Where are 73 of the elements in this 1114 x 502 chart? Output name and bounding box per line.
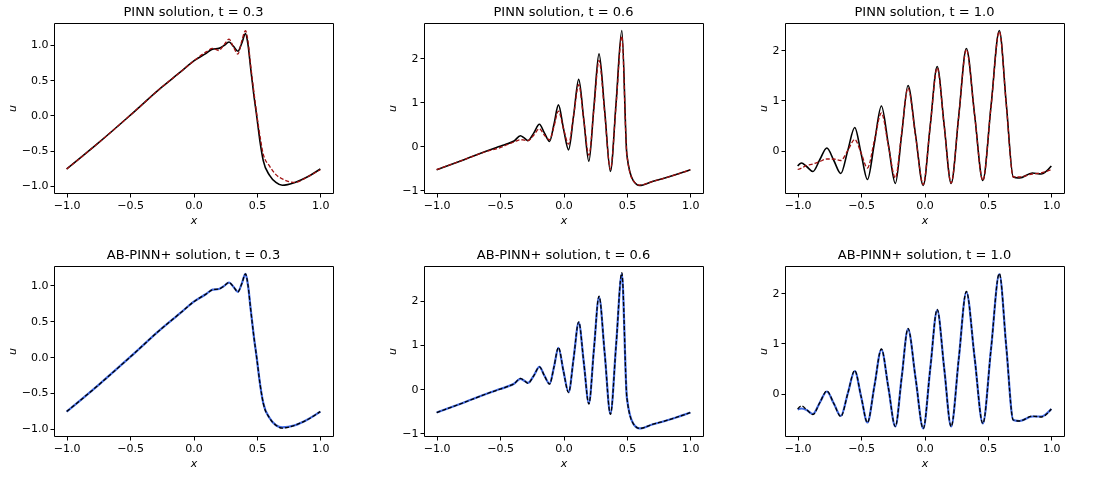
x-axis-title: x <box>920 213 929 227</box>
y-tick-label: −1.0 <box>21 422 49 436</box>
x-tick-label: 0.5 <box>248 441 267 455</box>
chart-title: PINN solution, t = 0.6 <box>493 4 634 19</box>
y-tick-label: 0 <box>772 387 780 400</box>
y-tick-label: 1 <box>411 95 419 109</box>
x-tick-label: 0.5 <box>248 198 267 212</box>
y-tick-label: 1.0 <box>31 38 49 52</box>
x-tick-label: −1.0 <box>423 198 451 212</box>
x-tick-label: −0.5 <box>848 441 875 455</box>
y-tick-label: 1 <box>772 94 780 107</box>
y-axis-title: u <box>386 104 400 112</box>
x-tick-label: 0.0 <box>555 198 573 212</box>
x-tick-label: −1.0 <box>423 441 451 455</box>
x-axis-title: x <box>559 213 568 227</box>
x-tick-label: 0.0 <box>185 198 203 212</box>
chart-title: AB-PINN+ solution, t = 1.0 <box>837 247 1012 262</box>
x-tick-label: −0.5 <box>117 441 144 455</box>
x-tick-label: −1.0 <box>53 441 81 455</box>
x-tick-label: 1.0 <box>1043 198 1061 212</box>
y-axis-title: u <box>5 347 19 355</box>
chart-title: PINN solution, t = 1.0 <box>854 4 995 19</box>
x-tick-label: 0.0 <box>555 441 573 455</box>
x-axis-title: x <box>189 213 198 227</box>
y-axis-title: u <box>756 104 770 112</box>
x-tick-label: 0.5 <box>979 198 998 212</box>
y-tick-label: −1 <box>402 183 419 197</box>
y-axis-title: u <box>5 104 19 112</box>
y-tick-label: 2 <box>772 44 780 57</box>
x-axis-title: x <box>559 456 568 470</box>
chart-title: AB-PINN+ solution, t = 0.3 <box>106 247 281 262</box>
x-tick-label: 0.0 <box>916 441 934 455</box>
x-tick-label: 0.5 <box>618 441 637 455</box>
y-tick-label: 1 <box>772 337 780 350</box>
y-tick-label: 0 <box>411 139 419 153</box>
y-tick-label: 0 <box>411 382 419 396</box>
y-tick-label: 2 <box>411 294 419 308</box>
x-tick-label: −1.0 <box>784 198 812 212</box>
y-tick-label: 0.0 <box>31 108 49 122</box>
x-tick-label: −1.0 <box>784 441 812 455</box>
y-tick-label: 1.0 <box>31 278 49 292</box>
x-axis-title: x <box>920 456 929 470</box>
x-tick-label: 1.0 <box>312 198 330 212</box>
y-tick-label: 0.5 <box>31 314 49 328</box>
y-axis-title: u <box>756 347 770 355</box>
x-tick-label: −1.0 <box>53 198 81 212</box>
x-tick-label: 1.0 <box>312 441 330 455</box>
x-tick-label: 1.0 <box>1043 441 1061 455</box>
x-tick-label: −0.5 <box>117 198 144 212</box>
y-axis-title: u <box>386 347 400 355</box>
x-tick-label: 0.0 <box>185 441 203 455</box>
y-tick-label: −1 <box>402 426 419 440</box>
x-tick-label: −0.5 <box>848 198 875 212</box>
y-tick-label: 2 <box>772 287 780 300</box>
x-tick-label: 0.5 <box>979 441 998 455</box>
line-series <box>796 272 1053 430</box>
y-tick-label: 0.5 <box>31 73 49 87</box>
y-tick-label: 0 <box>772 144 780 157</box>
y-tick-label: −0.5 <box>21 144 49 158</box>
x-axis-title: x <box>189 456 198 470</box>
x-tick-label: 1.0 <box>682 441 700 455</box>
y-tick-label: 1 <box>411 338 419 352</box>
x-tick-label: 1.0 <box>682 198 700 212</box>
x-tick-label: −0.5 <box>487 441 514 455</box>
x-tick-label: 0.0 <box>916 198 934 212</box>
x-tick-label: 0.5 <box>618 198 637 212</box>
y-tick-label: 2 <box>411 51 419 65</box>
y-tick-label: −1.0 <box>21 179 49 193</box>
chart-title: AB-PINN+ solution, t = 0.6 <box>476 247 651 262</box>
x-tick-label: −0.5 <box>487 198 514 212</box>
y-tick-label: −0.5 <box>21 386 49 400</box>
chart-title: PINN solution, t = 0.3 <box>123 4 264 19</box>
y-tick-label: 0.0 <box>31 350 49 364</box>
